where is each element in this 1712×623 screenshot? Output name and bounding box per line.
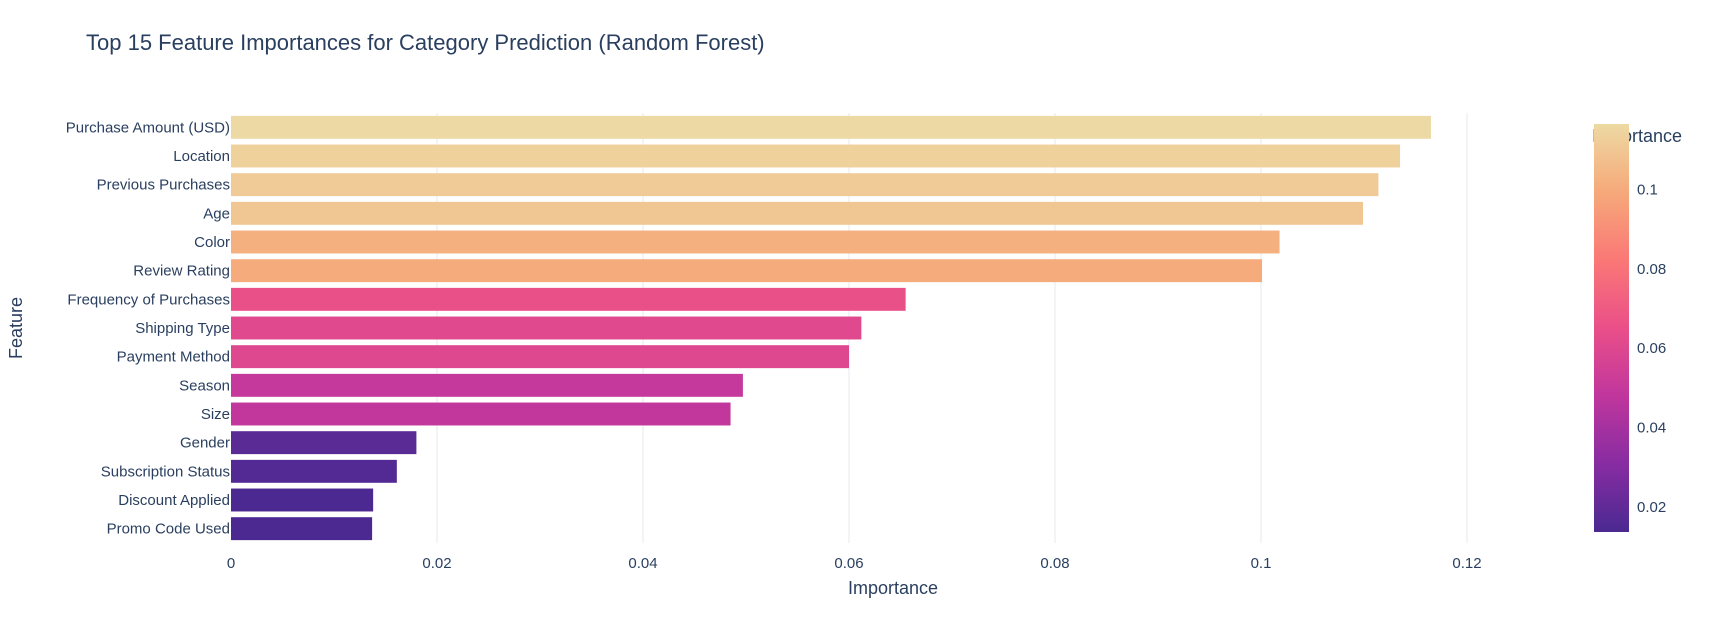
x-tick-label: 0.06	[834, 555, 863, 572]
colorbar-tick-label: 0.06	[1637, 340, 1666, 357]
colorbar: Importance 0.020.040.060.080.1	[1592, 124, 1682, 532]
x-tick-label: 0.04	[628, 555, 657, 572]
y-tick-label: Size	[201, 406, 230, 423]
bar[interactable]	[231, 287, 906, 311]
y-tick-label: Previous Purchases	[97, 177, 230, 194]
y-tick-label: Shipping Type	[135, 320, 230, 337]
bar[interactable]	[231, 259, 1263, 283]
x-tick-label: 0.02	[422, 555, 451, 572]
colorbar-tick-label: 0.04	[1637, 420, 1666, 437]
y-tick-label: Subscription Status	[101, 463, 230, 480]
bar[interactable]	[231, 402, 731, 426]
y-tick-label: Discount Applied	[118, 492, 230, 509]
chart-title: Top 15 Feature Importances for Category …	[86, 30, 765, 55]
bar[interactable]	[231, 201, 1363, 225]
y-tick-labels: Purchase Amount (USD) Location Previous Pu…	[66, 119, 230, 537]
y-tick-label: Gender	[180, 435, 230, 452]
y-tick-label: Season	[179, 377, 230, 394]
colorbar-gradient	[1594, 124, 1629, 532]
x-tick-labels: 0 0.02 0.04 0.06 0.08 0.1 0.12	[227, 555, 1482, 572]
bar[interactable]	[231, 173, 1379, 197]
x-axis-title: Importance	[848, 578, 938, 598]
colorbar-tick-labels: 0.02 0.04 0.06 0.08 0.1	[1637, 181, 1666, 516]
bar[interactable]	[231, 488, 374, 512]
bar-series	[231, 115, 1431, 541]
bar[interactable]	[231, 345, 849, 369]
bar[interactable]	[231, 431, 417, 455]
bar[interactable]	[231, 373, 743, 397]
y-axis-title: Feature	[6, 297, 26, 359]
y-tick-label: Location	[173, 148, 230, 165]
bar[interactable]	[231, 517, 373, 541]
x-tick-label: 0.1	[1251, 555, 1272, 572]
colorbar-tick-label: 0.1	[1637, 181, 1658, 198]
bar[interactable]	[231, 316, 862, 340]
y-tick-label: Payment Method	[117, 349, 230, 366]
colorbar-tick-label: 0.02	[1637, 499, 1666, 516]
x-tick-label: 0.08	[1040, 555, 1069, 572]
y-tick-label: Color	[194, 234, 230, 251]
y-tick-label: Review Rating	[133, 263, 230, 280]
x-tick-label: 0.12	[1452, 555, 1481, 572]
bar[interactable]	[231, 144, 1401, 168]
y-tick-label: Frequency of Purchases	[67, 291, 230, 308]
x-tick-label: 0	[227, 555, 235, 572]
y-tick-label: Purchase Amount (USD)	[66, 119, 230, 136]
bar[interactable]	[231, 115, 1431, 139]
colorbar-tick-label: 0.08	[1637, 261, 1666, 278]
y-tick-label: Age	[203, 205, 230, 222]
bar[interactable]	[231, 459, 397, 483]
y-tick-label: Promo Code Used	[107, 521, 230, 538]
bar[interactable]	[231, 230, 1280, 254]
